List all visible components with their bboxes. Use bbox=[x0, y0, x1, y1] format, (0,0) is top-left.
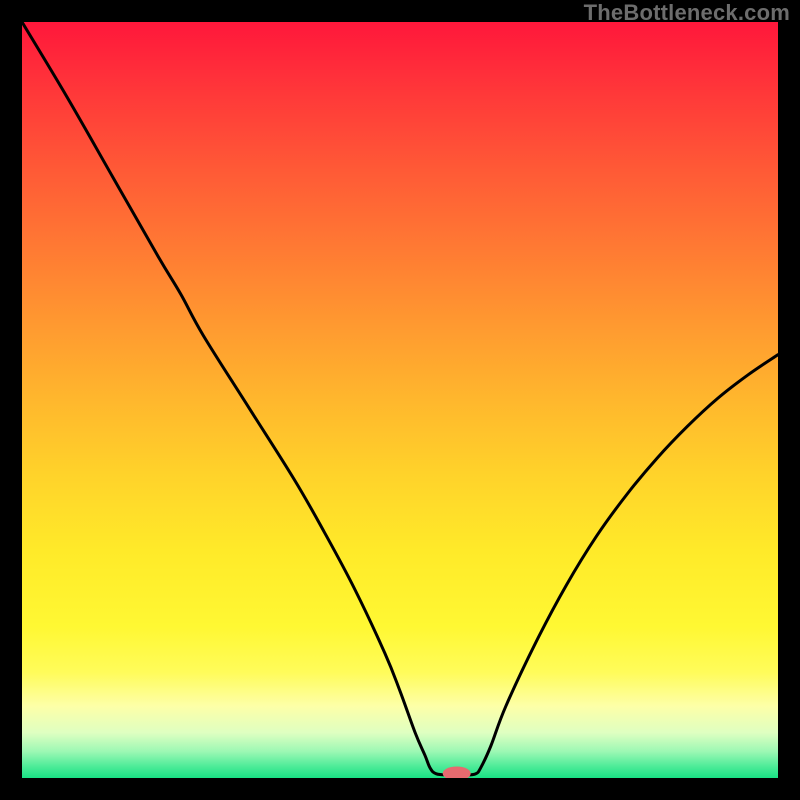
watermark-label: TheBottleneck.com bbox=[584, 0, 790, 26]
bottleneck-chart bbox=[0, 0, 800, 800]
chart-canvas: TheBottleneck.com bbox=[0, 0, 800, 800]
plot-background bbox=[22, 22, 778, 778]
